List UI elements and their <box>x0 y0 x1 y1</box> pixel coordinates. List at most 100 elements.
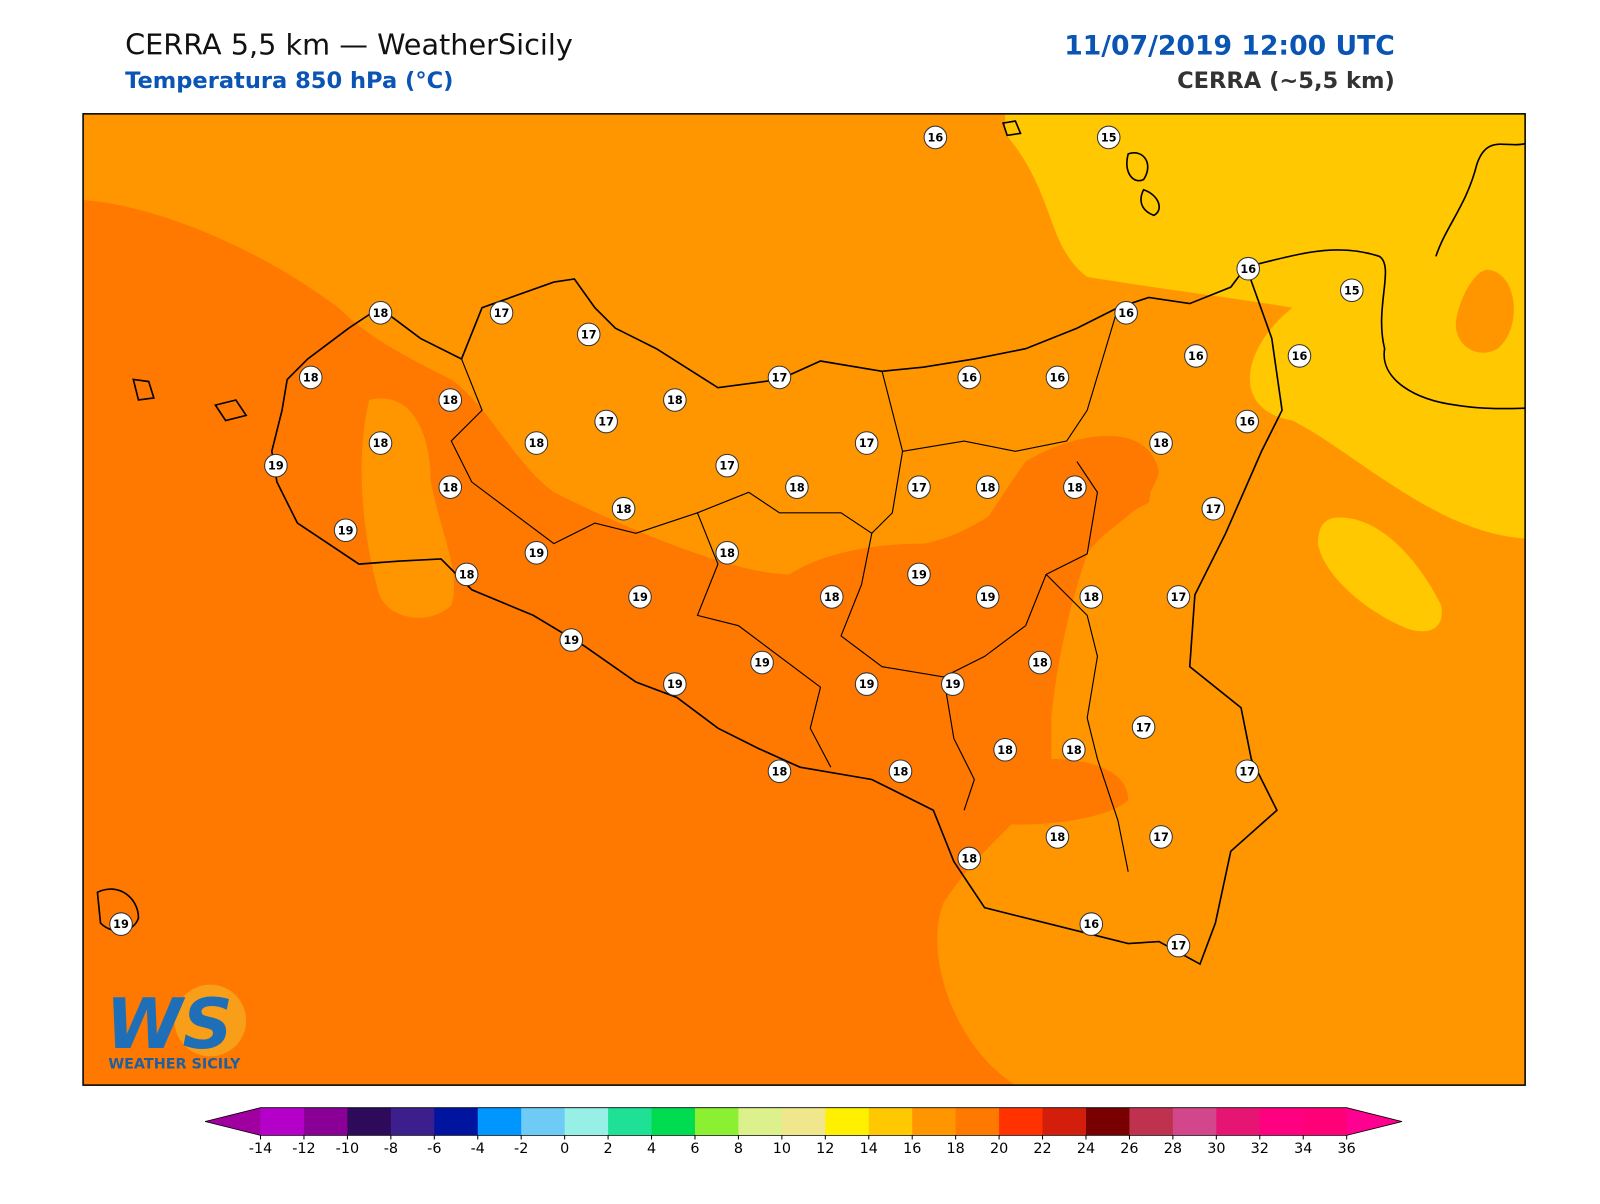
colorbar-segment <box>1259 1107 1304 1136</box>
station-marker <box>576 322 601 347</box>
station-marker <box>888 759 913 784</box>
station-value: 18 <box>616 503 632 516</box>
station-marker <box>438 388 463 412</box>
station-marker <box>663 672 687 696</box>
colorbar-segment <box>521 1107 566 1136</box>
colorbar-segment <box>868 1107 913 1136</box>
map: WS WEATHER SICILY 16 15 16 15 18 17 17 16 18 18 18… <box>83 113 1526 1086</box>
station-value: 17 <box>911 481 927 494</box>
colorbar-segment <box>434 1107 479 1136</box>
station-value: 18 <box>1067 481 1083 494</box>
station-value: 19 <box>632 591 648 604</box>
station-marker <box>1063 475 1087 499</box>
colorbar-tick-label: -6 <box>427 1141 441 1157</box>
station-value: 18 <box>961 853 977 866</box>
station-value: 18 <box>893 765 909 778</box>
colorbar-tick-label: 4 <box>647 1141 656 1157</box>
station-value: 18 <box>529 437 545 450</box>
station-value: 17 <box>1205 503 1221 516</box>
station-value: 17 <box>1153 831 1169 844</box>
station-value: 16 <box>1118 307 1134 320</box>
colorbar-tick-label: 12 <box>816 1141 834 1157</box>
station-marker <box>785 475 809 499</box>
colorbar-segment <box>825 1107 870 1136</box>
station-marker <box>333 518 358 543</box>
colorbar-segment <box>912 1107 957 1136</box>
station-marker <box>524 431 549 455</box>
colorbar-segment <box>347 1107 392 1136</box>
station-value: 19 <box>529 547 545 560</box>
colorbar-segment <box>390 1107 435 1136</box>
station-marker <box>438 475 463 499</box>
station-marker <box>1062 737 1086 762</box>
station-marker <box>1339 278 1364 303</box>
station-marker <box>1079 585 1104 609</box>
station-value: 18 <box>667 394 683 407</box>
colorbar-segment <box>1129 1107 1174 1136</box>
station-marker <box>1236 256 1260 281</box>
station-marker <box>1166 585 1191 609</box>
station-value: 16 <box>1239 416 1255 429</box>
station-marker <box>1131 715 1156 739</box>
colorbar-segment <box>303 1107 348 1136</box>
colorbar-tick-label: 16 <box>903 1141 921 1157</box>
station-marker <box>1287 344 1312 368</box>
colorbar-tick-label: -12 <box>292 1141 315 1157</box>
station-marker <box>298 365 323 390</box>
station-value: 19 <box>980 591 996 604</box>
station-marker <box>1149 825 1173 849</box>
colorbar-tick-label: 6 <box>690 1141 699 1157</box>
station-marker <box>489 301 514 325</box>
station-marker <box>923 125 948 150</box>
station-marker <box>628 585 652 609</box>
station-value: 17 <box>772 372 788 385</box>
station-value: 19 <box>859 678 875 691</box>
colorbar-segment <box>1172 1107 1217 1136</box>
field <box>1005 113 1526 539</box>
field <box>1317 517 1442 632</box>
station-value: 17 <box>1239 765 1255 778</box>
station-marker <box>368 431 393 455</box>
stations: 16 15 16 15 18 17 17 16 18 18 18 17 16 16 16 16 18 18 17 19… <box>109 125 1364 958</box>
station-marker <box>975 585 1000 609</box>
station-marker <box>594 409 618 434</box>
station-marker <box>559 628 584 652</box>
station-value: 18 <box>442 481 458 494</box>
station-marker <box>1079 912 1104 936</box>
colorbar-segment <box>1216 1107 1261 1136</box>
station-marker <box>264 453 288 478</box>
station-marker <box>524 541 549 565</box>
station-marker <box>454 562 479 587</box>
colorbar-segment <box>1042 1107 1087 1136</box>
station-marker <box>368 301 393 325</box>
colorbar-tick-label: 0 <box>560 1141 569 1157</box>
station-marker <box>957 846 982 871</box>
station-marker <box>1149 431 1173 455</box>
station-marker <box>715 541 739 565</box>
station-value: 18 <box>719 547 735 560</box>
colorbar-tick-label: 14 <box>860 1141 878 1157</box>
province-borders <box>450 307 1129 872</box>
field <box>944 435 1159 825</box>
station-marker <box>1235 409 1259 434</box>
station-value: 18 <box>980 481 996 494</box>
colorbar-tick-label: 36 <box>1338 1141 1356 1157</box>
station-value: 19 <box>754 657 770 670</box>
colorbar: -14 -12 -10 -8 -6 -4 -2 0 2 4 6 8 10 12 14 16 18 20 22 24 26… <box>205 1107 1403 1157</box>
colorbar-extend-high <box>1346 1107 1403 1136</box>
station-marker <box>1184 344 1208 368</box>
station-value: 17 <box>1136 721 1152 734</box>
station-marker <box>907 475 931 499</box>
station-marker <box>1166 933 1191 958</box>
station-marker <box>1096 125 1121 150</box>
station-marker <box>957 365 982 390</box>
station-marker <box>941 672 965 696</box>
station-marker <box>1235 759 1259 784</box>
station-marker <box>767 759 792 784</box>
station-value: 19 <box>667 678 683 691</box>
station-value: 17 <box>598 416 614 429</box>
colorbar-segment <box>564 1107 609 1136</box>
datetime: 11/07/2019 12:00 UTC <box>1064 30 1395 61</box>
